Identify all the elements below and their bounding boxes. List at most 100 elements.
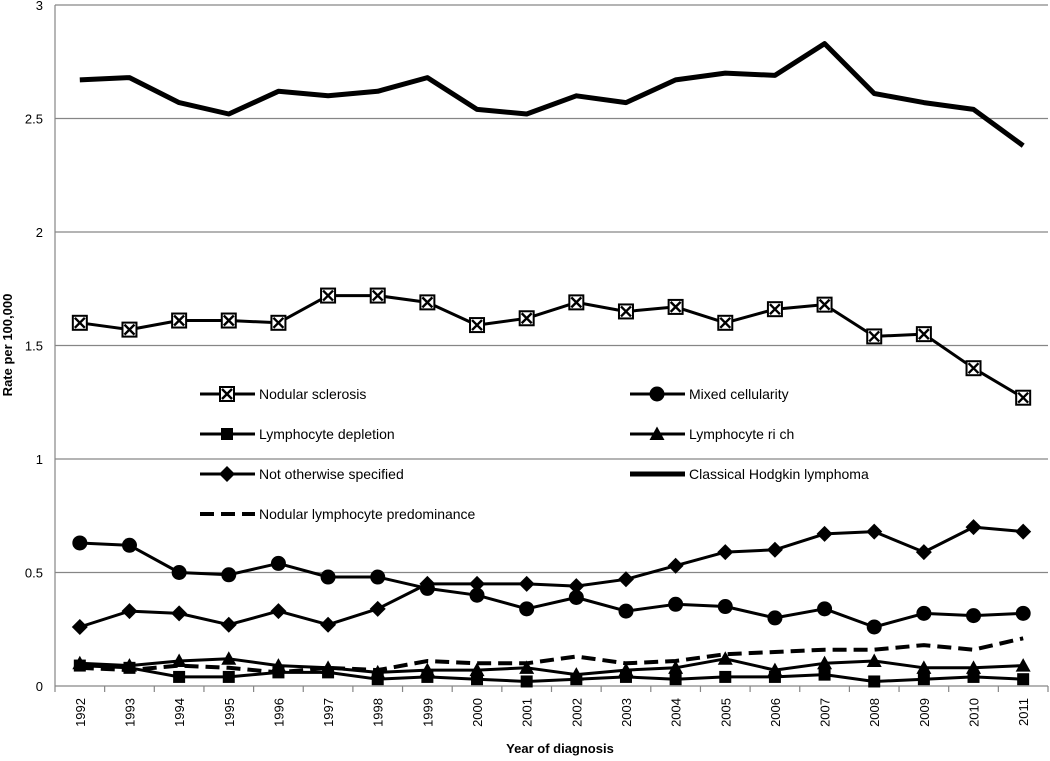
data-point-lymphocyte-rich bbox=[270, 658, 286, 672]
marker-x bbox=[73, 316, 86, 329]
series-line-nodular-lymphocyte-predominance bbox=[79, 636, 1024, 675]
marker-x bbox=[322, 289, 334, 302]
x-tick-label: 1998 bbox=[371, 698, 386, 727]
data-point-lymphocyte-rich bbox=[767, 662, 783, 677]
data-point-lymphocyte-rich bbox=[519, 660, 535, 674]
data-point-mixed-cellularity bbox=[966, 608, 982, 624]
x-tick-label: 1993 bbox=[122, 698, 137, 727]
data-point-lymphocyte-depletion bbox=[818, 668, 831, 681]
data-point-lymphocyte-rich bbox=[320, 660, 336, 674]
data-point-lymphocyte-rich bbox=[717, 651, 733, 665]
data-point-lymphocyte-rich bbox=[966, 660, 982, 674]
series-classical-hodgkin-lymphoma bbox=[79, 41, 1025, 148]
axes: 0 0.5 1 1.5 2 2.5 3 1992 1993 1994 1995 1996 1997 199… bbox=[25, 0, 1049, 727]
x-tick-label: 2002 bbox=[569, 698, 584, 727]
data-point-lymphocyte-rich bbox=[618, 662, 634, 677]
x-tick-label: 2006 bbox=[768, 698, 783, 727]
data-point-not-otherwise-specified bbox=[667, 557, 684, 574]
data-point-lymphocyte-depletion bbox=[868, 675, 881, 688]
data-point-lymphocyte-rich bbox=[916, 660, 932, 674]
data-point-mixed-cellularity bbox=[320, 569, 336, 585]
data-point-not-otherwise-specified bbox=[518, 575, 535, 592]
data-point-not-otherwise-specified bbox=[816, 525, 833, 542]
legend-item-classical-hodgkin-lymphoma: Classical Hodgkin lymphoma bbox=[630, 466, 869, 482]
x-axis-title: Year of diagnosis bbox=[506, 741, 614, 756]
data-point-lymphocyte-rich bbox=[1015, 658, 1031, 672]
y-tick-label: 3 bbox=[36, 0, 43, 13]
legend-item-lymphocyte-rich: Lymphocyte ri ch bbox=[630, 426, 794, 442]
data-point-lymphocyte-depletion bbox=[1017, 673, 1030, 686]
y-axis-title: Rate per 100,000 bbox=[0, 294, 15, 397]
x-tick-label: 2007 bbox=[818, 698, 833, 727]
data-point-not-otherwise-specified bbox=[469, 575, 486, 592]
series-line-nodular-sclerosis bbox=[79, 294, 1024, 399]
data-point-mixed-cellularity bbox=[817, 601, 833, 617]
data-point-mixed-cellularity bbox=[419, 580, 435, 596]
marker-x bbox=[719, 316, 732, 329]
data-point-nodular-sclerosis bbox=[915, 326, 932, 343]
data-point-nodular-sclerosis bbox=[1015, 389, 1032, 406]
legend-label-lymphocyte-depletion: Lymphocyte depletion bbox=[259, 426, 395, 442]
series-nodular-lymphocyte-predominance bbox=[79, 636, 1024, 675]
marker-x bbox=[769, 303, 781, 316]
data-point-nodular-sclerosis bbox=[220, 312, 237, 329]
legend-marker-not-otherwise-specified bbox=[219, 466, 235, 482]
marker-x bbox=[421, 296, 434, 309]
data-point-not-otherwise-specified bbox=[617, 571, 634, 588]
x-tick-label: 1997 bbox=[321, 698, 336, 727]
data-point-lymphocyte-rich bbox=[866, 653, 882, 668]
data-point-mixed-cellularity bbox=[121, 537, 137, 553]
data-point-nodular-sclerosis bbox=[270, 314, 287, 331]
marker-x bbox=[471, 319, 483, 331]
data-point-nodular-sclerosis bbox=[568, 294, 585, 311]
data-point-lymphocyte-depletion bbox=[917, 673, 930, 686]
x-tick-label: 2000 bbox=[470, 698, 485, 727]
y-tick-label: 2 bbox=[36, 225, 43, 240]
x-tick-label: 1996 bbox=[271, 698, 286, 727]
marker-x bbox=[918, 328, 930, 340]
data-point-lymphocyte-rich bbox=[121, 658, 137, 672]
x-tick-label: 2005 bbox=[718, 698, 733, 727]
x-tick-label: 2009 bbox=[917, 698, 932, 727]
marker-x bbox=[669, 301, 682, 313]
legend: Nodular sclerosis Mixed cellularity Lympho… bbox=[200, 386, 869, 522]
data-point-not-otherwise-specified bbox=[171, 605, 188, 622]
data-point-lymphocyte-depletion bbox=[222, 670, 235, 683]
series-mixed-cellularity bbox=[72, 535, 1031, 635]
data-point-mixed-cellularity bbox=[171, 565, 187, 580]
marker-x bbox=[221, 388, 233, 400]
data-point-nodular-sclerosis bbox=[617, 303, 634, 320]
gridlines bbox=[55, 4, 1048, 574]
marker-x bbox=[967, 362, 980, 375]
data-point-not-otherwise-specified bbox=[568, 578, 585, 595]
data-point-nodular-sclerosis bbox=[667, 298, 684, 315]
data-point-nodular-sclerosis bbox=[518, 310, 535, 327]
y-tick-label: 2.5 bbox=[25, 112, 43, 127]
x-tick-label: 1999 bbox=[420, 698, 435, 727]
data-point-not-otherwise-specified bbox=[320, 616, 337, 633]
legend-marker-lymphocyte-depletion bbox=[221, 428, 233, 440]
y-tick-label: 1.5 bbox=[25, 339, 43, 354]
data-point-mixed-cellularity bbox=[717, 599, 733, 615]
y-tick-label: 0.5 bbox=[25, 566, 43, 581]
data-point-nodular-sclerosis bbox=[71, 314, 88, 331]
data-point-mixed-cellularity bbox=[767, 610, 783, 626]
legend-label-lymphocyte-rich: Lymphocyte ri ch bbox=[689, 426, 794, 442]
data-point-not-otherwise-specified bbox=[270, 603, 287, 620]
legend-item-not-otherwise-specified: Not otherwise specified bbox=[200, 466, 404, 482]
x-tick-label: 2008 bbox=[867, 698, 882, 727]
data-point-mixed-cellularity bbox=[370, 569, 386, 585]
data-point-lymphocyte-rich bbox=[72, 655, 88, 670]
x-tick-label: 2001 bbox=[520, 698, 535, 727]
data-point-mixed-cellularity bbox=[221, 567, 237, 583]
legend-label-classical-hodgkin-lymphoma: Classical Hodgkin lymphoma bbox=[689, 466, 869, 482]
data-point-mixed-cellularity bbox=[916, 605, 932, 621]
data-point-mixed-cellularity bbox=[866, 619, 882, 635]
legend-label-mixed-cellularity: Mixed cellularity bbox=[689, 386, 789, 402]
legend-item-nodular-lymphocyte-predominance: Nodular lymphocyte predominance bbox=[200, 506, 476, 522]
x-tick-label: 2010 bbox=[967, 698, 982, 727]
data-point-mixed-cellularity bbox=[72, 535, 88, 551]
data-point-lymphocyte-rich bbox=[568, 667, 584, 681]
marker-x bbox=[570, 296, 583, 309]
data-point-nodular-sclerosis bbox=[369, 287, 386, 304]
